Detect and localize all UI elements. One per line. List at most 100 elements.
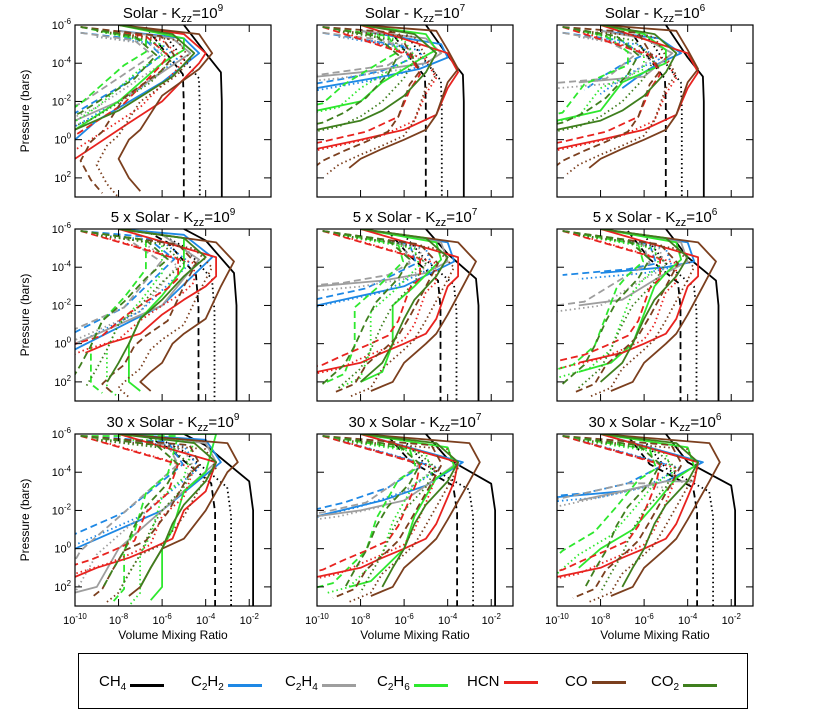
- series-c2h4-dashed-line: [75, 435, 180, 563]
- panel-curves: [317, 434, 497, 606]
- series-hcn-dashed-line: [75, 26, 169, 137]
- series-c2h4-dashed-line: [317, 435, 422, 515]
- y-tick-label: 10-2: [52, 93, 71, 108]
- series-co2-solid-line: [360, 229, 449, 383]
- y-axis-label: Pressure (bars): [18, 274, 32, 357]
- series-co-dashed-line: [557, 26, 661, 167]
- y-tick-label: 100: [54, 336, 71, 351]
- y-axis-label: Pressure (bars): [18, 70, 32, 153]
- series-hcn-dashed-line: [557, 435, 661, 572]
- y-axis-label: Pressure (bars): [18, 479, 32, 562]
- panel-5: 5 x Solar - Kzz=107: [316, 207, 514, 402]
- legend-swatch: [321, 683, 356, 687]
- y-tick-label: 100: [54, 541, 71, 556]
- y-tick-label: 10-4: [52, 464, 72, 479]
- x-tick-label: 10-10: [545, 612, 569, 627]
- legend-swatch: [413, 683, 448, 687]
- panel-curves: [75, 229, 238, 401]
- x-tick-label: 10-6: [394, 612, 414, 627]
- x-tick-label: 10-10: [305, 612, 329, 627]
- series-c2h6-solid-line: [118, 434, 218, 601]
- x-tick-label: 10-2: [722, 612, 741, 627]
- x-axis-label: Volume Mixing Ratio: [600, 628, 710, 642]
- series-c2h2-dashed-line: [317, 31, 411, 85]
- legend-item-c2h2: C2H2: [191, 672, 262, 693]
- x-axis-label: Volume Mixing Ratio: [360, 628, 470, 642]
- series-hcn-dotted-line: [317, 234, 438, 375]
- x-axis-label: Volume Mixing Ratio: [118, 628, 228, 642]
- panel-curves: [75, 434, 255, 606]
- series-hcn-solid-line: [557, 25, 699, 150]
- series-co2-dotted-line: [317, 30, 416, 133]
- y-tick-label: 10-2: [52, 297, 71, 312]
- series-c2h2-dotted-line: [578, 234, 674, 280]
- series-c2h6-solid-line: [578, 434, 696, 569]
- panel-title: Solar - Kzz=107: [365, 3, 466, 25]
- series-co-dotted-line: [96, 234, 213, 398]
- x-tick-label: 10-4: [196, 612, 216, 627]
- series-c2h4-dashed-line: [557, 31, 636, 84]
- legend-label: CO: [565, 673, 588, 691]
- series-ch4-dashed-line: [627, 230, 682, 401]
- series-co2-dashed-line: [317, 26, 400, 125]
- panel-1: Solar - Kzz=109 10-6 10-4 10-2 100 102 Pressur…: [18, 3, 272, 198]
- series-c2h6-solid-line: [348, 434, 456, 588]
- series-c2h4-dotted-line: [557, 439, 677, 508]
- series-hcn-dashed-line: [317, 230, 422, 367]
- series-c2h6-dotted-line: [557, 439, 674, 575]
- series-c2h4-dotted-line: [317, 35, 421, 82]
- legend: CH4 C2H2 C2H4 C2H6 HCN CO CO2: [78, 653, 748, 709]
- series-c2h6-solid-line: [557, 25, 667, 122]
- series-hcn-solid-line: [317, 25, 460, 150]
- series-co-solid-line: [600, 229, 717, 392]
- series-co-dashed-line: [80, 230, 197, 394]
- x-tick-label: 10-2: [240, 612, 259, 627]
- panel-frame: [74, 433, 272, 607]
- series-ch4-dotted-line: [643, 30, 683, 197]
- panel-frame: [556, 24, 754, 198]
- series-co2-dotted-line: [75, 30, 174, 128]
- x-tick-label: 10-8: [591, 612, 611, 627]
- series-co2-solid-line: [600, 434, 699, 588]
- panel-curves: [557, 229, 720, 401]
- series-hcn-dashed-line: [75, 435, 180, 566]
- series-co-dotted-line: [566, 30, 677, 175]
- series-c2h6-dashed-line: [75, 26, 147, 109]
- series-c2h6-dashed-line: [80, 435, 180, 603]
- y-tick-label: 10-6: [52, 17, 72, 32]
- series-hcn-solid-line: [75, 25, 207, 160]
- x-tick-label: 10-2: [482, 612, 501, 627]
- panel-frame: [316, 228, 514, 402]
- panel-frame: [74, 24, 272, 198]
- series-ch4-solid-line: [425, 25, 465, 197]
- series-hcn-dashed-line: [557, 230, 661, 362]
- x-tick-label: 10-6: [634, 612, 654, 627]
- series-hcn-solid-line: [557, 434, 699, 578]
- panel-6: 5 x Solar - Kzz=106: [556, 207, 754, 402]
- series-c2h6-dashed-line: [557, 435, 658, 557]
- series-co2-dashed-line: [562, 435, 661, 590]
- series-c2h6-dashed-line: [557, 26, 629, 115]
- series-co2-dashed-line: [75, 26, 158, 117]
- series-co2-solid-line: [75, 25, 196, 131]
- series-co2-dotted-line: [578, 234, 667, 389]
- series-ch4-solid-line: [425, 229, 480, 401]
- series-c2h6-solid-line: [578, 229, 682, 373]
- series-c2h2-solid-line: [317, 29, 449, 89]
- series-hcn-dotted-line: [557, 439, 677, 580]
- legend-swatch: [130, 683, 165, 687]
- y-tick-label: 10-4: [52, 55, 72, 70]
- series-co-solid-line: [588, 25, 699, 169]
- series-c2h6-dotted-line: [75, 30, 163, 123]
- series-c2h2-dotted-line: [317, 439, 442, 518]
- panel-frame: [316, 24, 514, 198]
- legend-swatch: [227, 683, 262, 687]
- series-co-solid-line: [600, 434, 721, 597]
- series-c2h4-dotted-line: [75, 439, 196, 594]
- series-co2-dotted-line: [557, 30, 656, 133]
- series-co2-dashed-line: [75, 230, 169, 376]
- series-co-dotted-line: [578, 439, 699, 603]
- series-c2h2-dotted-line: [317, 35, 427, 92]
- series-hcn-dashed-line: [317, 26, 422, 144]
